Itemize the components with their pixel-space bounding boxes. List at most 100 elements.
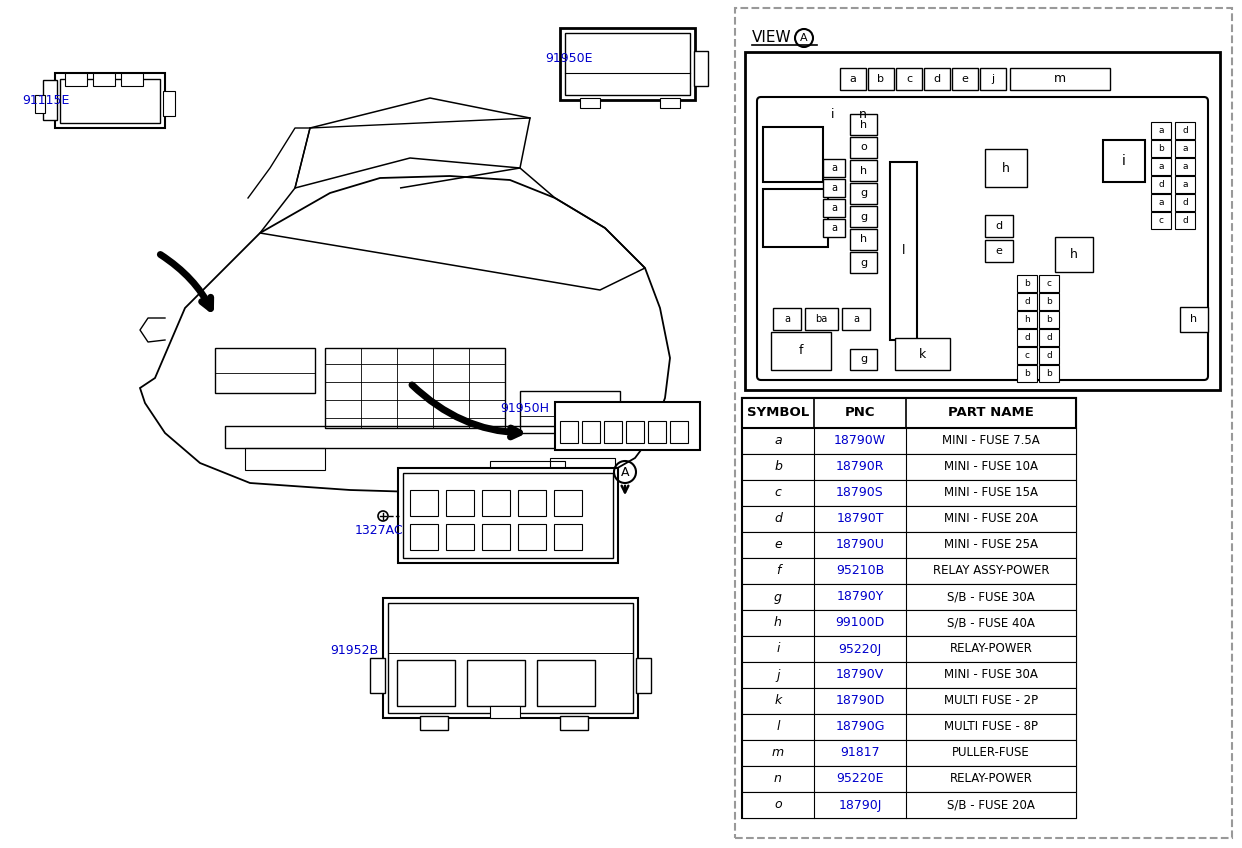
Text: e: e [996, 246, 1002, 256]
Text: RELAY ASSY-POWER: RELAY ASSY-POWER [933, 565, 1049, 577]
Bar [1040, 329, 1059, 346]
Text: 91115E: 91115E [22, 93, 70, 107]
Bar [537, 660, 595, 706]
Text: d: d [1025, 297, 1030, 306]
Text: c: c [1159, 216, 1164, 225]
Text: o: o [861, 142, 867, 153]
Text: MULTI FUSE - 2P: MULTI FUSE - 2P [944, 695, 1038, 707]
Text: a: a [1159, 162, 1164, 171]
Text: 99100D: 99100D [836, 616, 884, 629]
Text: k: k [919, 348, 927, 360]
Bar [1054, 237, 1093, 272]
Bar [518, 490, 546, 516]
Bar [985, 149, 1027, 187]
Text: e: e [774, 538, 782, 551]
Text: d: d [1182, 216, 1187, 225]
Text: b: b [1158, 144, 1164, 153]
Bar [741, 584, 1076, 610]
Text: g: g [859, 211, 867, 221]
Text: j: j [776, 668, 780, 682]
Bar [604, 421, 622, 443]
Text: a: a [784, 314, 790, 324]
Bar [763, 127, 823, 182]
Bar [1017, 275, 1037, 292]
Bar [1010, 68, 1110, 90]
Text: 91817: 91817 [840, 746, 879, 760]
Bar [891, 162, 917, 340]
Bar [555, 402, 700, 450]
Text: 18790W: 18790W [833, 434, 886, 448]
Text: 95220E: 95220E [836, 773, 884, 785]
Text: g: g [859, 258, 867, 267]
Text: a: a [1182, 162, 1187, 171]
Text: d: d [995, 221, 1002, 231]
Bar [43, 80, 57, 120]
Text: 18790U: 18790U [836, 538, 884, 551]
Bar [325, 348, 505, 428]
Bar [163, 91, 175, 116]
Bar [560, 716, 587, 730]
Text: g: g [859, 354, 867, 365]
Bar [467, 660, 525, 706]
Text: 18790S: 18790S [836, 487, 884, 499]
Text: h: h [1025, 315, 1030, 324]
Text: RELAY-POWER: RELAY-POWER [950, 643, 1032, 656]
Bar [1040, 293, 1059, 310]
Text: i: i [776, 643, 780, 656]
Bar [55, 73, 165, 128]
Text: b: b [1025, 369, 1030, 378]
Bar [1180, 307, 1208, 332]
Text: PULLER-FUSE: PULLER-FUSE [953, 746, 1030, 760]
Text: MINI - FUSE 10A: MINI - FUSE 10A [944, 460, 1038, 473]
Bar [850, 183, 877, 204]
Text: 18790T: 18790T [836, 512, 884, 526]
Bar [985, 240, 1013, 262]
Text: 18790V: 18790V [836, 668, 884, 682]
Bar [1151, 122, 1171, 139]
Bar [741, 766, 1076, 792]
Text: a: a [831, 223, 837, 233]
Text: n: n [774, 773, 782, 785]
Bar [420, 716, 448, 730]
Bar [1175, 212, 1195, 229]
Text: h: h [859, 120, 867, 130]
Bar [1103, 140, 1145, 182]
Bar [823, 199, 845, 217]
Bar [850, 349, 877, 370]
Bar [60, 79, 160, 123]
Bar [741, 398, 1076, 818]
Bar [980, 68, 1006, 90]
Text: h: h [859, 165, 867, 176]
Bar [1151, 176, 1171, 193]
Bar [482, 524, 510, 550]
Bar [520, 391, 620, 433]
Text: 18790J: 18790J [838, 799, 882, 812]
Bar [985, 215, 1013, 237]
Text: o: o [774, 799, 781, 812]
Text: a: a [1182, 180, 1187, 189]
Bar [626, 421, 645, 443]
Text: A: A [621, 466, 630, 478]
Bar [735, 8, 1232, 838]
Bar [850, 160, 877, 181]
Bar [446, 490, 474, 516]
Text: a: a [1159, 198, 1164, 207]
Bar [1040, 365, 1059, 382]
Bar [1151, 194, 1171, 211]
Text: 91950E: 91950E [545, 53, 592, 65]
Bar [745, 52, 1220, 390]
Text: n: n [859, 109, 867, 121]
Text: S/B - FUSE 40A: S/B - FUSE 40A [948, 616, 1035, 629]
Bar [669, 421, 688, 443]
Bar [370, 658, 385, 693]
Bar [953, 68, 977, 90]
Text: b: b [1025, 279, 1030, 288]
Text: VIEW: VIEW [751, 31, 791, 46]
Bar [402, 473, 614, 558]
Text: 91950H: 91950H [501, 401, 549, 415]
Text: c: c [1047, 279, 1052, 288]
Bar [1175, 122, 1195, 139]
Text: h: h [774, 616, 782, 629]
Bar [741, 428, 1076, 454]
Text: MINI - FUSE 25A: MINI - FUSE 25A [944, 538, 1038, 551]
